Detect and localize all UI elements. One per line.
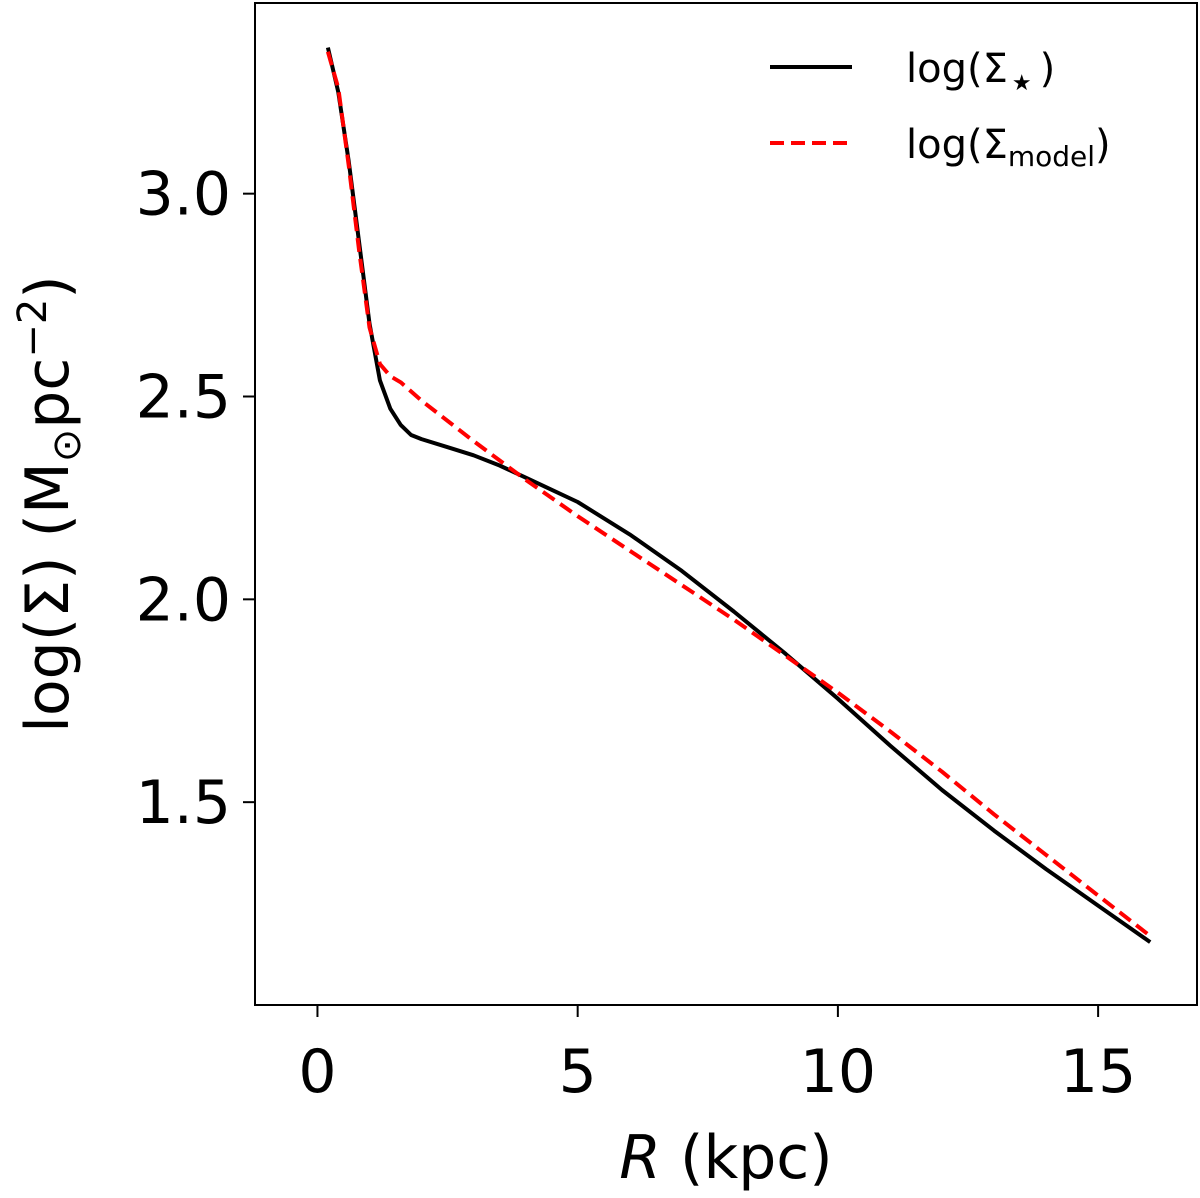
legend-label-model-close: ) [1095, 122, 1111, 168]
y-tick-label: 2.5 [136, 362, 231, 432]
y-tick-label: 1.5 [136, 768, 231, 838]
x-tick-label: 0 [298, 1037, 336, 1107]
legend-label-stellar-main: log(Σ [906, 46, 1008, 92]
plot-area [325, 47, 1152, 944]
legend: log(Σ ★) log(Σmodel) [770, 46, 1111, 173]
y-axis-label-sun: ⊙ [44, 429, 90, 463]
legend-label-stellar-sub: ★ [1012, 71, 1032, 96]
legend-label-model: log(Σmodel) [906, 122, 1111, 173]
x-axis-label: R (kpc) [619, 1123, 832, 1193]
series-line-model [325, 51, 1152, 938]
y-axis-label-pc: pc [13, 358, 83, 429]
x-axis-label-symbol: R [619, 1123, 661, 1193]
x-axis-ticks: 0 5 10 15 [298, 1005, 1136, 1107]
legend-label-model-sub: model [1008, 140, 1095, 173]
x-tick-label: 5 [559, 1037, 597, 1107]
y-axis-ticks: 1.5 2.0 2.5 3.0 [136, 160, 255, 838]
legend-label-stellar-close: ) [1040, 46, 1056, 92]
y-axis-label: log(Σ) (M⊙pc−2) [10, 275, 90, 732]
x-tick-label: 15 [1060, 1037, 1136, 1107]
axes-frame [254, 2, 1198, 1006]
y-axis-label-main: log(Σ) (M [13, 462, 83, 732]
y-tick-label: 2.0 [136, 565, 231, 635]
legend-label-stellar: log(Σ ★) [906, 46, 1055, 96]
y-axis-label-exponent: −2 [10, 299, 56, 358]
x-tick-label: 10 [800, 1037, 876, 1107]
x-axis-label-unit: (kpc) [661, 1123, 833, 1193]
legend-label-model-main: log(Σ [906, 122, 1008, 168]
y-tick-label: 3.0 [136, 160, 231, 230]
y-axis-label-close: ) [13, 275, 83, 298]
